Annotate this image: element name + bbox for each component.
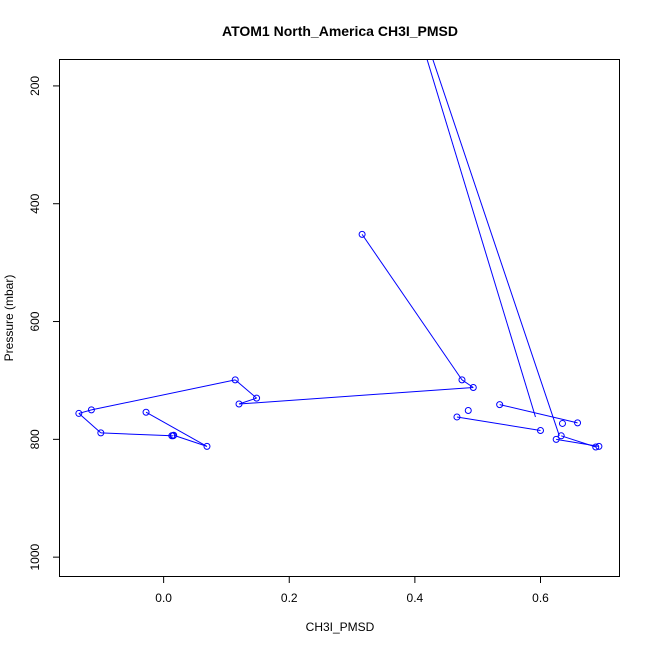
data-point xyxy=(592,443,600,451)
x-tick-label: 0.6 xyxy=(532,591,549,605)
series-1-segment xyxy=(556,438,599,447)
data-point xyxy=(169,432,177,440)
data-point xyxy=(464,406,472,414)
series-0-segment xyxy=(78,409,92,414)
series-0-segment xyxy=(461,379,474,388)
y-axis-label: Pressure (mbar) xyxy=(2,275,16,362)
plot-frame xyxy=(59,59,620,577)
data-point xyxy=(235,400,243,408)
y-tick-label: 400 xyxy=(28,193,42,213)
data-point xyxy=(253,394,261,402)
series-0-segment xyxy=(145,411,208,447)
y-tick-label: 200 xyxy=(28,76,42,96)
series-0-segment xyxy=(100,432,172,437)
data-point xyxy=(97,429,105,437)
x-axis: 0.0 0.2 0.4 0.6 xyxy=(155,576,549,605)
data-point xyxy=(574,419,582,427)
series-3-segment xyxy=(432,60,560,436)
data-point xyxy=(536,427,544,435)
data-point xyxy=(231,376,239,384)
data-point xyxy=(453,413,461,421)
data-point xyxy=(595,442,603,450)
series-1-segment xyxy=(499,404,578,424)
series-lines xyxy=(78,60,599,448)
series-0-segment xyxy=(91,379,236,411)
data-point xyxy=(558,419,566,427)
series-0-segment xyxy=(238,387,474,405)
x-tick-label: 0.2 xyxy=(281,591,298,605)
series-0-segment xyxy=(78,413,102,434)
data-point xyxy=(75,409,83,417)
series-2-segment xyxy=(426,60,536,418)
chart-title: ATOM1 North_America CH3I_PMSD xyxy=(222,23,458,39)
y-axis: 200 400 600 800 1000 xyxy=(28,76,60,571)
series-1-segment xyxy=(456,416,541,432)
x-tick-label: 0.0 xyxy=(155,591,172,605)
series-0-segment xyxy=(173,434,208,447)
y-tick-label: 600 xyxy=(28,311,42,331)
x-axis-label: CH3I_PMSD xyxy=(306,620,375,634)
data-point xyxy=(203,442,211,450)
data-point xyxy=(170,431,178,439)
data-point xyxy=(469,384,477,392)
series-points xyxy=(75,230,603,451)
data-point xyxy=(142,408,150,416)
y-tick-label: 800 xyxy=(28,429,42,449)
data-point xyxy=(458,376,466,384)
data-point xyxy=(496,401,504,409)
x-tick-label: 0.4 xyxy=(407,591,424,605)
y-tick-label: 1000 xyxy=(28,543,42,570)
data-point xyxy=(552,435,560,443)
data-point xyxy=(557,432,565,440)
data-point xyxy=(358,230,366,238)
data-point xyxy=(87,406,95,414)
series-0-segment xyxy=(234,379,257,399)
series-0-segment xyxy=(361,234,463,381)
